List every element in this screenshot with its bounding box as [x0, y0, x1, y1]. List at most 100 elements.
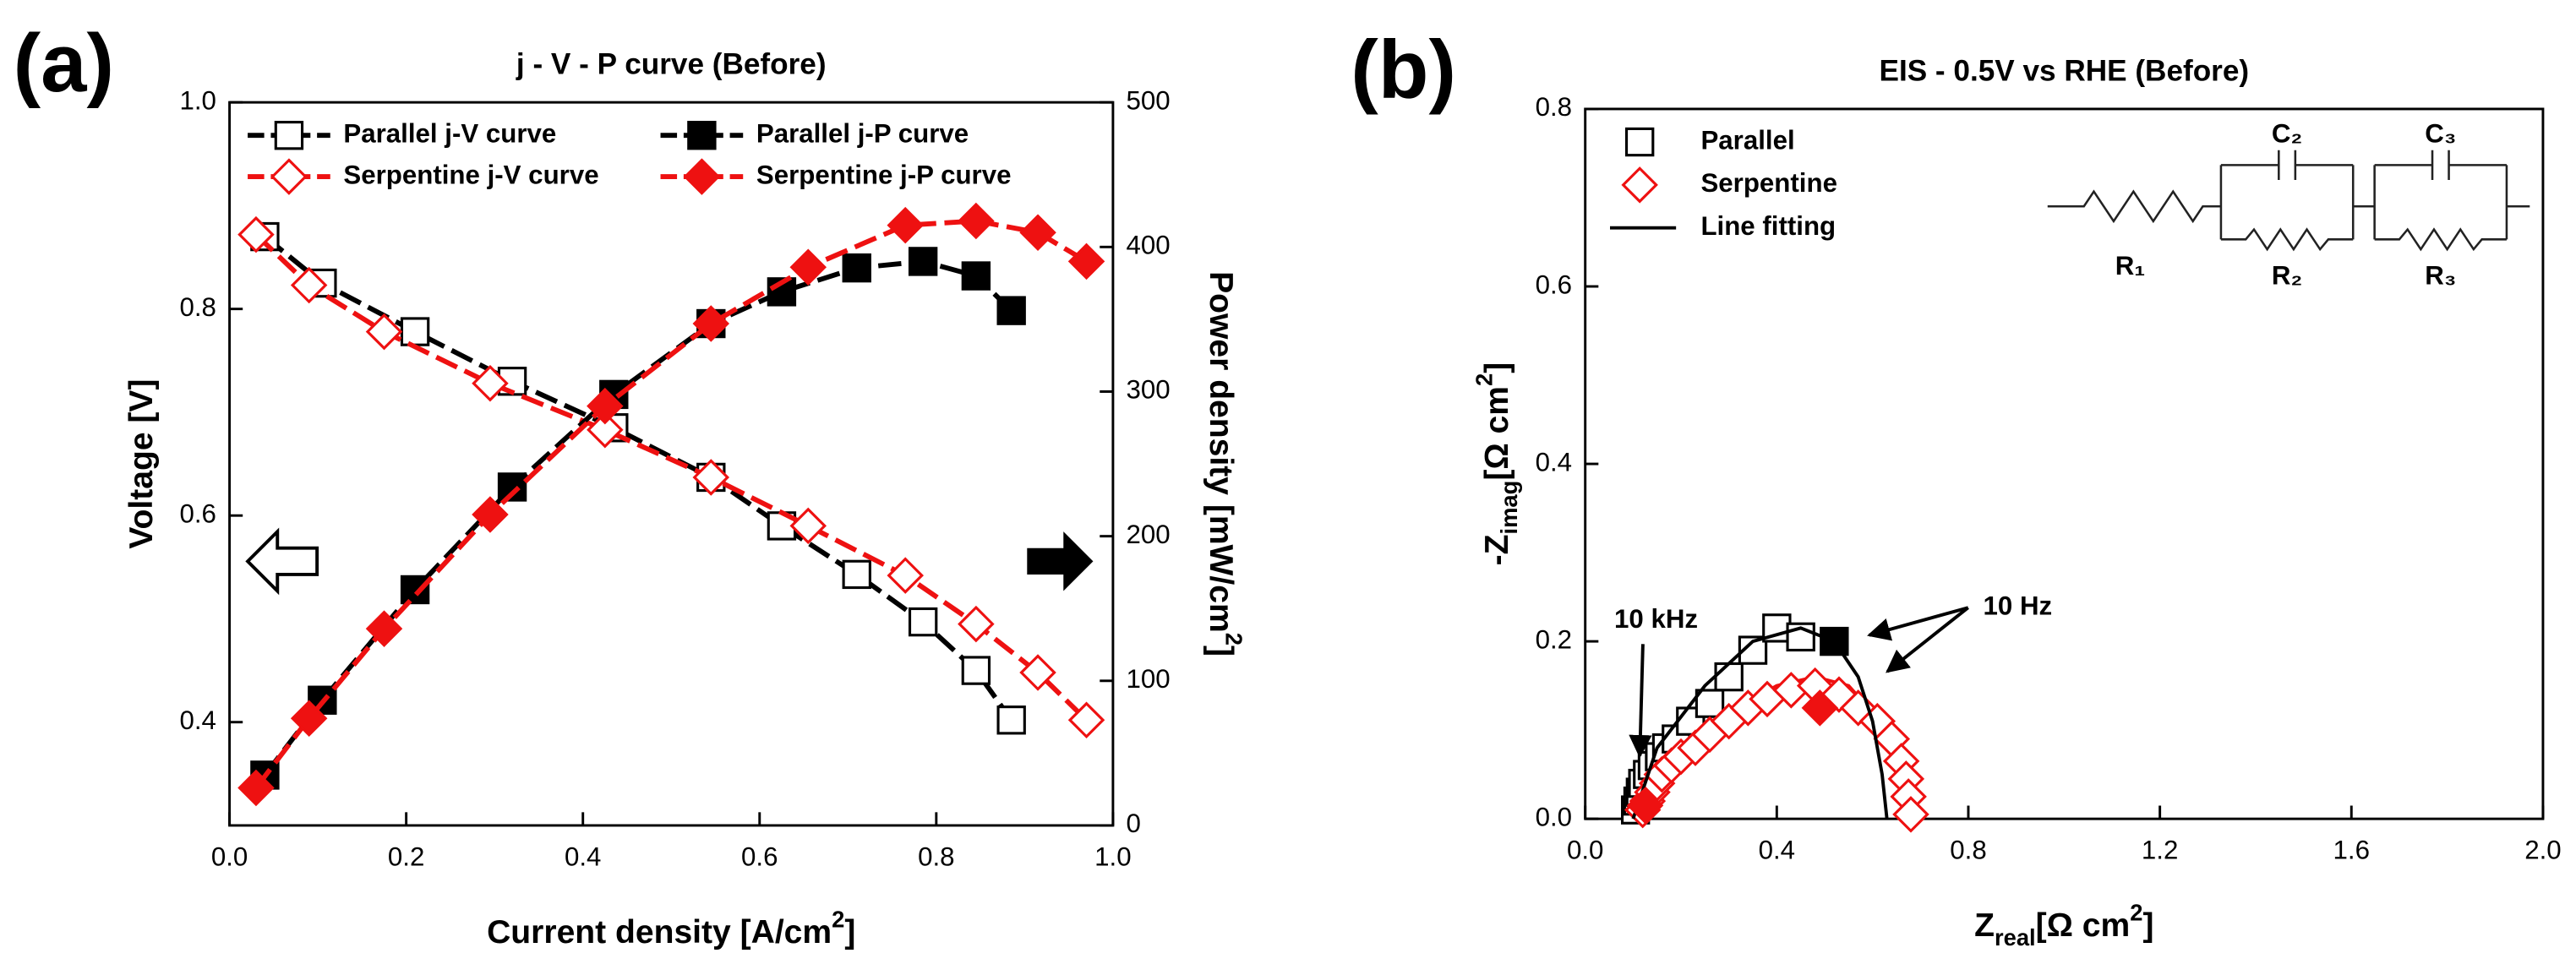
y2-tick-label: 100 [1127, 664, 1171, 694]
x-axis-label-part: ] [2142, 907, 2153, 944]
x-tick-label: 0.8 [918, 842, 954, 871]
circuit-diagram [2047, 150, 2530, 252]
x-axis-label-part: Current density [A/cm [487, 914, 832, 950]
marker-diamond [887, 206, 924, 244]
x-tick-label: 2.0 [2524, 835, 2561, 864]
y-tick-label: 0.0 [1536, 802, 1572, 831]
marker-diamond [365, 610, 403, 647]
marker-diamond [587, 387, 624, 425]
marker-diamond [472, 364, 509, 402]
annotation: 10 Hz [1984, 591, 2053, 620]
panel-label: (b) [1351, 24, 1456, 116]
y-tick-label: 0.8 [180, 292, 216, 322]
legend-label: Parallel j-V curve [343, 118, 556, 148]
y-axis-label: -Zimag[Ω cm2] [1471, 362, 1522, 566]
marker-diamond [789, 507, 827, 545]
marker-square [908, 247, 938, 276]
y-axis-label-part: -Z [1479, 534, 1515, 565]
y2-tick-label: 300 [1127, 375, 1171, 405]
marker-diamond [1801, 689, 1839, 727]
y-axis-label-part: 2 [1471, 373, 1498, 386]
marker-square [687, 121, 717, 150]
y-axis-label: Voltage [V] [123, 379, 160, 548]
y-tick-label: 0.4 [180, 705, 216, 735]
marker-square [961, 656, 991, 685]
left-axis-arrow [245, 527, 319, 596]
circuit-label: R₃ [2425, 261, 2456, 291]
y-tick-label: 0.6 [1536, 270, 1572, 299]
legend-label: Serpentine j-V curve [343, 160, 598, 189]
x-axis-label-part: Z [1974, 907, 1995, 944]
annotation: 10 kHz [1614, 604, 1698, 634]
y-tick-label: 0.6 [180, 498, 216, 528]
x-tick-label: 0.4 [565, 842, 601, 871]
x-tick-label: 1.2 [2142, 835, 2178, 864]
marker-diamond [365, 313, 403, 351]
circuit-label: R₂ [2272, 261, 2302, 291]
right-axis-arrow [1027, 531, 1094, 591]
marker-diamond [587, 411, 624, 449]
x-axis-label-part: ] [844, 914, 855, 950]
x-tick-label: 1.6 [2333, 835, 2370, 864]
y2-axis-label-part: ] [1203, 645, 1239, 656]
x-tick-label: 0.6 [741, 842, 778, 871]
x-tick-label: 0.2 [388, 842, 424, 871]
x-tick-label: 0.8 [1950, 835, 1986, 864]
annotation-arrow [1629, 644, 1652, 759]
marker-diamond [1019, 214, 1056, 251]
marker-diamond [1019, 654, 1056, 691]
x-tick-label: 0.0 [211, 842, 248, 871]
marker-square [1695, 689, 1725, 718]
plot-frame [228, 101, 1115, 827]
x-axis-label: Current density [A/cm2] [487, 907, 855, 951]
y-axis-label-part: Voltage [V] [123, 379, 160, 548]
y-tick-label: 0.2 [1536, 624, 1572, 654]
series-line [263, 234, 1014, 722]
marker-square [1714, 662, 1744, 692]
marker-diamond [692, 305, 730, 342]
y2-axis-label: Power density [mW/cm2] [1203, 271, 1247, 656]
marker-square [274, 121, 304, 150]
x-axis-label-part: [Ω cm [2036, 907, 2131, 944]
circuit-label: C₃ [2425, 118, 2456, 148]
legend-label: Parallel j-P curve [756, 118, 969, 148]
x-axis-label-part: 2 [832, 907, 844, 933]
marker-diamond [683, 158, 721, 195]
y-tick-label: 0.8 [1536, 92, 1572, 122]
marker-square [400, 317, 430, 346]
marker-diamond [1067, 242, 1105, 281]
marker-diamond [237, 215, 275, 253]
marker-diamond [692, 459, 730, 496]
legend-label: Parallel [1700, 125, 1794, 155]
marker-diamond [472, 496, 509, 533]
marker-diamond [789, 248, 827, 286]
legend-label: Serpentine [1700, 168, 1836, 198]
y2-tick-label: 500 [1127, 85, 1171, 115]
y-axis-label-part: ] [1479, 362, 1515, 373]
marker-square [996, 705, 1026, 735]
y2-axis-label-part: 2 [1220, 633, 1247, 645]
x-axis-label: Zreal[Ω cm2] [1974, 900, 2153, 950]
marker-diamond [887, 557, 924, 594]
annotation-arrow [1867, 606, 1969, 641]
marker-diamond [290, 700, 328, 738]
x-axis-label-part: 2 [2130, 900, 2142, 926]
legend-label: Line fitting [1700, 211, 1836, 241]
x-axis-label-part: real [1995, 924, 2036, 950]
marker-square [908, 607, 938, 637]
x-tick-label: 0.0 [1567, 835, 1603, 864]
marker-square [842, 559, 871, 590]
marker-diamond [958, 202, 995, 240]
circuit-label: R₁ [2115, 251, 2145, 281]
marker-square [996, 296, 1026, 325]
marker-diamond [290, 266, 328, 304]
marker-diamond [237, 769, 275, 807]
y2-tick-label: 0 [1127, 809, 1141, 838]
y2-tick-label: 200 [1127, 520, 1171, 549]
y-tick-label: 0.4 [1536, 447, 1572, 477]
marker-diamond [1067, 701, 1105, 739]
x-tick-label: 0.4 [1759, 835, 1795, 864]
series-line [254, 218, 1089, 790]
